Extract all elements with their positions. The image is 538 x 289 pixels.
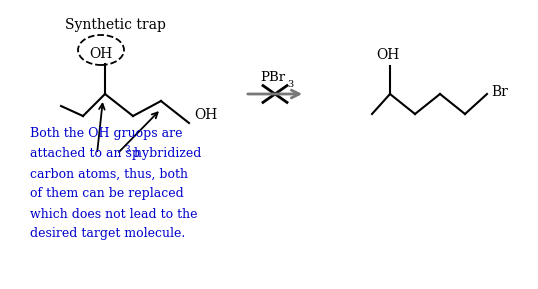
Text: carbon atoms, thus, both: carbon atoms, thus, both [30,168,188,181]
Text: Both the OH gruops are: Both the OH gruops are [30,127,182,140]
Text: 3: 3 [287,80,293,89]
Text: 3: 3 [124,144,130,153]
Text: Br: Br [491,85,508,99]
Text: OH: OH [377,48,400,62]
Text: OH: OH [194,108,217,122]
Text: desired target molecule.: desired target molecule. [30,227,185,240]
Text: OH: OH [89,47,112,61]
Text: of them can be replaced: of them can be replaced [30,188,184,201]
Text: which does not lead to the: which does not lead to the [30,208,197,221]
Text: PBr: PBr [260,71,286,84]
Text: Synthetic trap: Synthetic trap [65,18,166,32]
Text: attached to an sp: attached to an sp [30,147,140,160]
Text: hybridized: hybridized [130,147,201,160]
